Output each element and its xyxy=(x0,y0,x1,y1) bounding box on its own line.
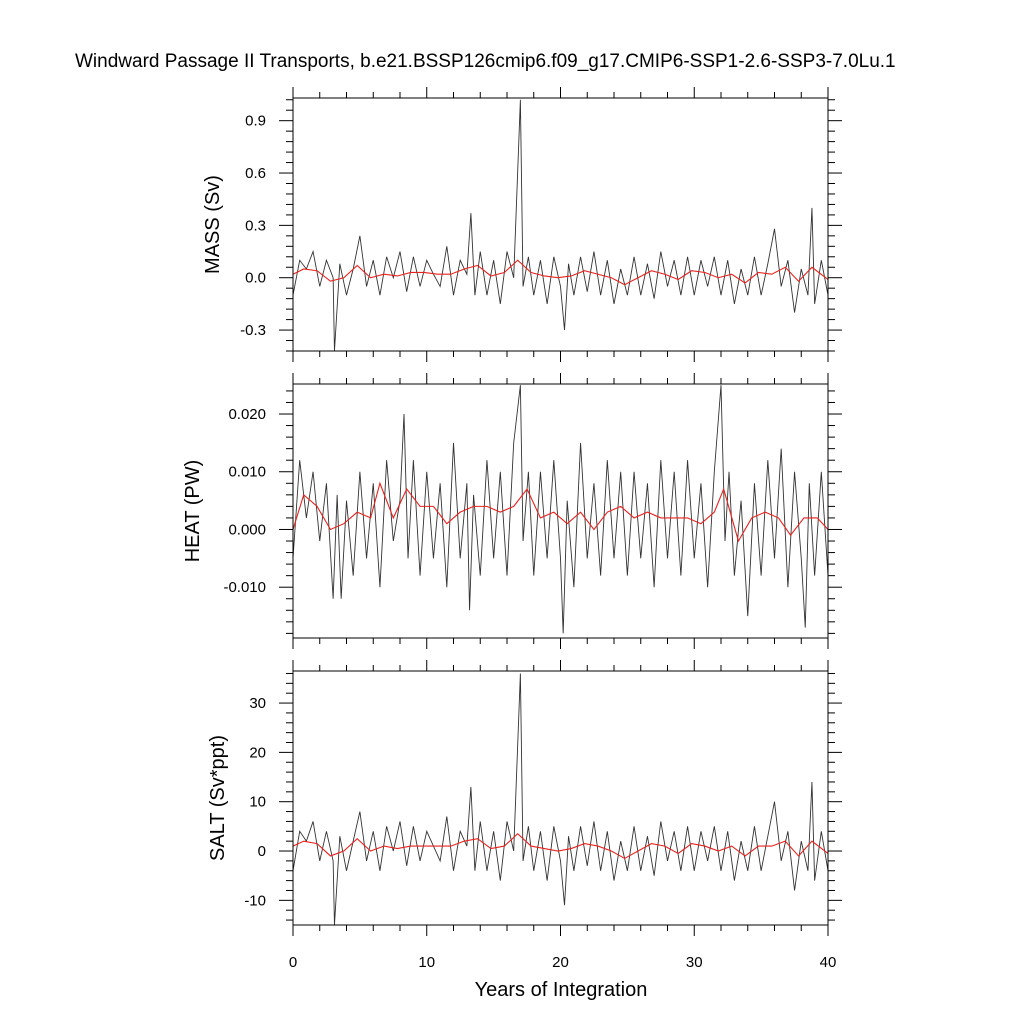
y-tick-label: 0.3 xyxy=(245,217,266,234)
smoothed-series-line xyxy=(293,481,828,543)
y-tick-label: 10 xyxy=(249,794,266,811)
y-tick-label: -10 xyxy=(244,892,266,909)
y-tick-label: 0.020 xyxy=(228,406,266,423)
panel-1: -0.010 0.000 0.010 0.020 HEAT (PW) xyxy=(182,373,842,649)
y-tick-label: -0.3 xyxy=(240,322,266,339)
x-tick-label: 20 xyxy=(552,954,569,971)
smoothed-series-line xyxy=(293,259,828,286)
plot-frame xyxy=(292,670,829,926)
y-tick-label: 0.000 xyxy=(228,521,266,538)
x-axis-label: Years of Integration xyxy=(475,979,648,1001)
smoothed-series-line xyxy=(293,833,828,860)
raw-series-line xyxy=(293,99,828,351)
chart-title: Windward Passage II Transports, b.e21.BS… xyxy=(75,51,896,72)
y-axis-label: SALT (Sv*ppt) xyxy=(207,735,229,861)
panel-2: -10 0 10 20 30 SALT (Sv*ppt) 0 10 20 30 40 xyxy=(207,660,842,971)
x-tick-label: 30 xyxy=(686,954,703,971)
y-tick-label: -0.010 xyxy=(223,579,266,596)
y-tick-label: 0.0 xyxy=(245,270,266,287)
x-tick-label: 40 xyxy=(820,954,837,971)
panel-0: -0.3 0.0 0.3 0.6 0.9 MASS (Sv) xyxy=(202,87,842,362)
y-tick-label: 0.9 xyxy=(245,113,266,130)
y-tick-label: 30 xyxy=(249,695,266,712)
y-tick-label: 0 xyxy=(258,843,266,860)
y-tick-label: 20 xyxy=(249,744,266,761)
plot-frame xyxy=(292,383,829,639)
y-axis-label: HEAT (PW) xyxy=(182,460,204,563)
x-tick-label: 10 xyxy=(418,954,435,971)
y-tick-label: 0.010 xyxy=(228,464,266,481)
y-axis-label: MASS (Sv) xyxy=(202,175,224,274)
plot-frame xyxy=(292,97,829,352)
raw-series-line xyxy=(293,673,828,925)
y-tick-label: 0.6 xyxy=(245,165,266,182)
x-tick-label: 0 xyxy=(289,954,297,971)
